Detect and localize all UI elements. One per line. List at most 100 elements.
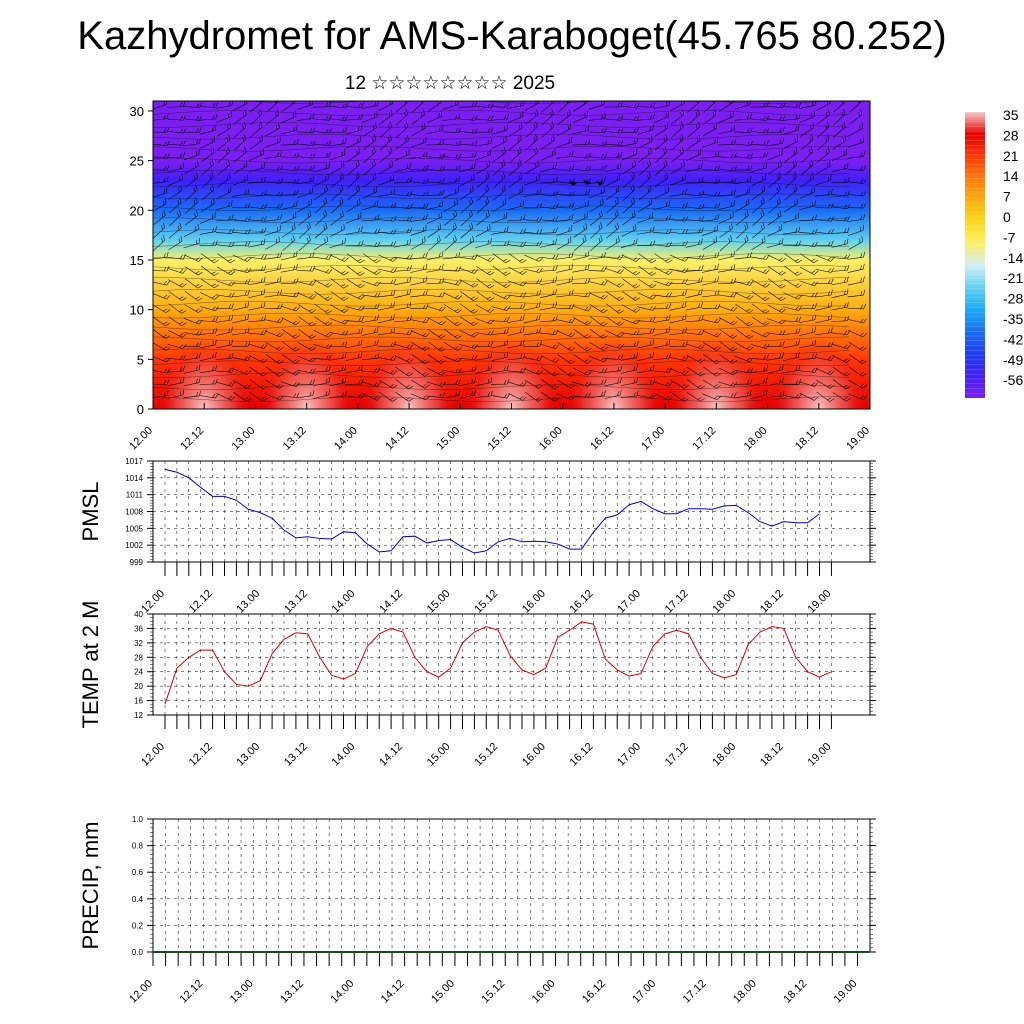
wind-barb bbox=[345, 351, 363, 362]
wind-barb bbox=[783, 124, 800, 135]
wind-barb bbox=[475, 352, 493, 361]
wind-barb bbox=[314, 303, 333, 314]
wind-barb bbox=[248, 254, 268, 260]
wind-barb bbox=[669, 289, 687, 298]
wind-barb bbox=[183, 127, 202, 133]
wind-barb bbox=[184, 160, 199, 175]
wind-barb bbox=[750, 162, 768, 173]
wind-barb bbox=[280, 264, 298, 273]
wind-barb bbox=[281, 211, 297, 224]
wind-barb bbox=[605, 185, 620, 201]
wind-barb bbox=[361, 214, 380, 222]
wind-barb bbox=[232, 174, 248, 186]
wind-barb bbox=[200, 147, 215, 163]
colorbar-label: 35 bbox=[1003, 107, 1019, 123]
wind-barb bbox=[539, 203, 559, 210]
wind-barb bbox=[766, 103, 786, 109]
wind-barb bbox=[394, 315, 412, 323]
wind-barb bbox=[588, 176, 606, 185]
wind-barb bbox=[718, 317, 738, 326]
wind-barb bbox=[167, 162, 185, 173]
colorbar-label: 0 bbox=[1003, 209, 1011, 225]
wind-barb bbox=[620, 127, 640, 133]
wind-barb bbox=[752, 197, 765, 214]
wind-barb bbox=[767, 160, 782, 175]
wind-barb bbox=[556, 330, 576, 338]
wind-barb bbox=[217, 172, 231, 188]
wind-barb bbox=[215, 228, 235, 234]
y-tick-label: 40 bbox=[134, 610, 143, 619]
wind-barb bbox=[817, 121, 830, 138]
wind-barb bbox=[199, 124, 217, 135]
y-tick-label: 999 bbox=[130, 558, 144, 567]
wind-barb bbox=[621, 160, 636, 175]
wind-barb bbox=[523, 314, 541, 324]
wind-barb bbox=[377, 188, 396, 197]
wind-barb bbox=[361, 292, 381, 298]
wind-barb bbox=[232, 216, 251, 222]
wind-barb bbox=[410, 136, 427, 148]
wind-barb bbox=[232, 379, 252, 389]
wind-barb bbox=[361, 200, 379, 211]
wind-barb bbox=[751, 303, 770, 314]
y-tick-label: 36 bbox=[134, 624, 143, 633]
wind-barb bbox=[199, 364, 217, 374]
wind-barb bbox=[750, 343, 770, 349]
wind-barb bbox=[636, 379, 656, 385]
wind-barb bbox=[361, 303, 380, 310]
wind-barb bbox=[199, 339, 217, 349]
warm-surface-region bbox=[668, 339, 765, 409]
y-tick-label: 10 bbox=[130, 303, 144, 318]
x-tick-label: 12.00 bbox=[127, 978, 155, 1006]
wind-barb bbox=[847, 303, 867, 310]
wind-barb bbox=[847, 202, 866, 209]
wind-barb bbox=[410, 214, 428, 222]
wind-barb bbox=[394, 238, 412, 248]
wind-barb bbox=[637, 124, 654, 135]
wind-barb bbox=[540, 343, 560, 350]
wind-barb bbox=[669, 188, 687, 197]
wind-barb bbox=[426, 264, 444, 273]
wind-barb bbox=[556, 136, 573, 148]
warm-surface-region bbox=[361, 339, 458, 409]
wind-barb bbox=[217, 146, 230, 164]
wind-barb bbox=[637, 393, 656, 399]
wind-barb bbox=[313, 115, 332, 121]
wind-barb bbox=[555, 202, 575, 209]
wind-barb bbox=[167, 329, 187, 338]
wind-barb bbox=[264, 214, 283, 222]
wind-barb bbox=[508, 122, 523, 137]
x-tick-label: 19.00 bbox=[844, 425, 872, 453]
wind-barb bbox=[442, 165, 461, 171]
wind-barb bbox=[296, 379, 316, 385]
temp-panel: 12 16 20 24 28 32 36 40 12.00 12.12 13.00 13.12 14.0… bbox=[78, 601, 876, 769]
wind-barb bbox=[297, 101, 314, 110]
wind-barb bbox=[168, 291, 187, 301]
isotherm-line bbox=[153, 205, 850, 212]
wind-barb bbox=[185, 197, 198, 214]
wind-barb bbox=[523, 240, 543, 247]
wind-barb bbox=[588, 165, 607, 171]
wind-barb bbox=[458, 365, 477, 373]
wind-barb bbox=[831, 227, 850, 234]
wind-barb bbox=[199, 102, 219, 108]
wind-barb bbox=[410, 202, 429, 209]
wind-barb bbox=[816, 147, 830, 163]
wind-barb bbox=[831, 315, 850, 322]
wind-barb bbox=[719, 235, 733, 252]
wind-barb bbox=[199, 393, 219, 399]
wind-barb bbox=[248, 190, 267, 197]
wind-barb bbox=[330, 210, 344, 226]
wind-barb bbox=[734, 101, 751, 110]
wind-barb bbox=[491, 316, 510, 322]
wind-barb bbox=[718, 251, 735, 261]
wind-barb bbox=[718, 264, 736, 273]
wind-barb bbox=[766, 330, 786, 336]
isotherm-line bbox=[153, 169, 850, 176]
wind-barb bbox=[573, 328, 592, 339]
wind-barb bbox=[782, 316, 802, 322]
wind-barb bbox=[410, 178, 429, 184]
colorbar-label: -28 bbox=[1003, 291, 1023, 307]
wind-barb bbox=[201, 159, 214, 176]
wind-barb bbox=[459, 267, 479, 274]
